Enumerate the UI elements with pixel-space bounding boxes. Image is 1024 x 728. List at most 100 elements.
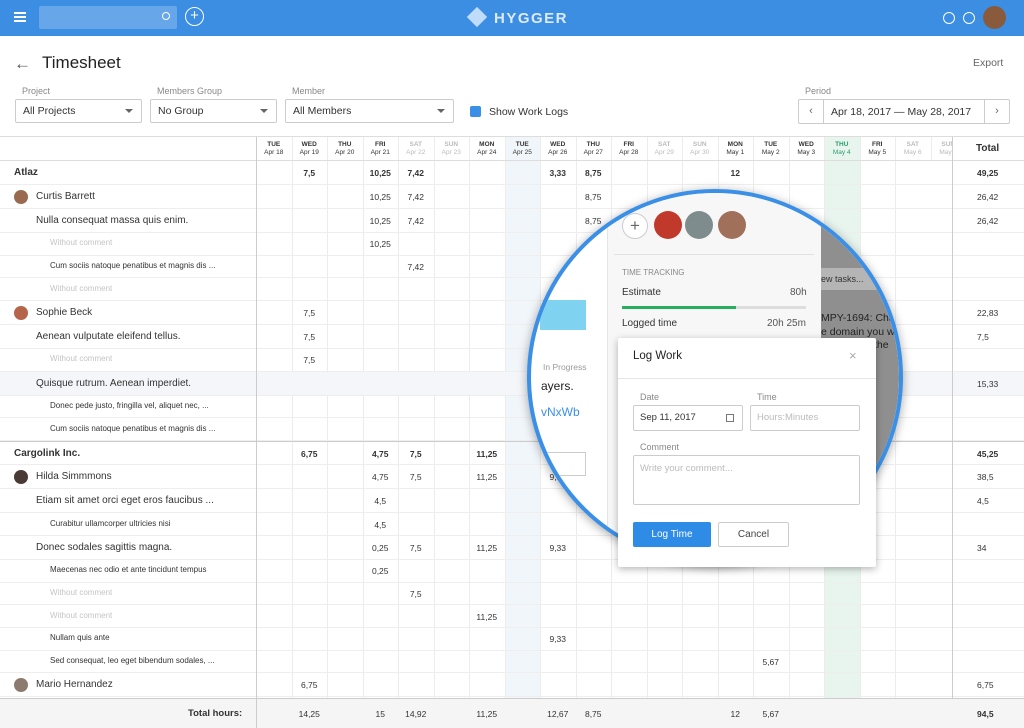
table-row: Without comment 7,5 (0, 349, 1024, 372)
row-total: 4,5 (977, 496, 989, 507)
export-link[interactable]: Export (973, 57, 1004, 69)
date: May 7 (939, 149, 958, 156)
group-select[interactable]: No Group (150, 99, 277, 123)
column-header: FRI May 5 (860, 141, 896, 157)
date: May 6 (903, 149, 922, 156)
column-header: FRI Apr 28 (611, 141, 647, 157)
hours-cell: 7,42 (407, 216, 425, 226)
date: Apr 25 (512, 149, 532, 156)
total-row: Total hours: 14,25 15 14,92 11,25 12,67 8,75 12… (0, 698, 1024, 728)
row-label: Without comment (50, 610, 113, 620)
divider (614, 254, 814, 255)
row-label: Without comment (50, 587, 113, 597)
row-label: Donec pede justo, fringilla vel, aliquet… (50, 401, 209, 411)
cancel-button[interactable]: Cancel (718, 522, 789, 547)
clock-icon[interactable] (943, 12, 955, 24)
date: Apr 28 (619, 149, 639, 156)
column-header: WED Apr 19 (292, 141, 328, 157)
table-row: Nulla consequat massa quis enim. 10,25 7,4… (0, 209, 1024, 233)
status: In Progress (543, 362, 587, 372)
checkbox[interactable] (470, 106, 481, 117)
add-button[interactable]: + (185, 7, 204, 26)
date: Apr 26 (548, 149, 568, 156)
row-label: Etiam sit amet orci eget eros faucibus .… (36, 495, 214, 507)
top-bar: + HYGGER (0, 0, 1024, 36)
comment-input[interactable]: Write your comment... (633, 455, 860, 505)
row-label: Cargolink Inc. (14, 448, 81, 460)
date: May 4 (832, 149, 851, 156)
column-header: SUN Apr 23 (434, 141, 470, 157)
hours-cell: 7,42 (407, 262, 425, 273)
close-button[interactable]: × (849, 348, 857, 363)
total-header (953, 137, 1024, 160)
column-header: WED May 3 (789, 141, 825, 157)
column-header: WED Apr 26 (540, 141, 576, 157)
project-select[interactable]: All Projects (15, 99, 142, 123)
row-total: 26,42 (977, 192, 999, 202)
add-member[interactable]: + (622, 213, 648, 239)
hours-cell: 11,25 (476, 611, 498, 622)
hours-cell: 11,25 (476, 709, 498, 719)
avatar (14, 190, 28, 204)
day: FRI (375, 141, 386, 148)
date: May 1 (726, 149, 745, 156)
hours-cell: 14,92 (405, 709, 427, 719)
date-input[interactable]: Sep 11, 2017 (633, 405, 743, 431)
date: Apr 20 (335, 149, 355, 156)
column-header: SUN Apr 30 (682, 141, 718, 157)
hours-cell: 7,5 (409, 588, 422, 599)
field-label: Date (640, 392, 660, 402)
table-row: Curabitur ullamcorper ultricies nisi 4,5 (0, 513, 1024, 536)
hours-cell: 4,75 (371, 449, 389, 460)
column-header: THU May 4 (824, 141, 860, 157)
info-icon[interactable] (963, 12, 975, 24)
total-label: Total hours: (188, 708, 243, 719)
row-label: Curabitur ullamcorper ultricies nisi (50, 518, 171, 528)
hours-cell: 4,75 (371, 472, 389, 483)
table-row: Etiam sit amet orci eget eros faucibus .… (0, 489, 1024, 514)
menu-icon[interactable] (14, 12, 26, 22)
header-line (0, 160, 1024, 161)
left-border (256, 137, 257, 728)
back-arrow[interactable]: ← (14, 54, 31, 73)
day: SUN (941, 141, 956, 148)
avatar[interactable] (983, 6, 1006, 29)
day: THU (338, 141, 352, 148)
date: Apr 29 (654, 149, 674, 156)
row-label: Sed consequat, leo eget bibendum sodales… (50, 656, 215, 666)
row-label: Donec sodales sagittis magna. (36, 541, 173, 553)
date: May 2 (761, 149, 780, 156)
member-select[interactable]: All Members (285, 99, 454, 123)
row-label: Without comment (50, 354, 113, 364)
fragment: the (874, 339, 889, 351)
day: SUN (444, 141, 459, 148)
column-line (469, 137, 470, 728)
hours-cell: 7,5 (409, 542, 422, 553)
column-highlight (504, 137, 540, 728)
row-label: Maecenas nec odio et ante tincidunt temp… (50, 565, 207, 575)
row-total: 6,75 (977, 680, 994, 691)
hours-cell: 7,5 (409, 472, 422, 483)
hours-cell: 11,25 (476, 542, 498, 553)
period-picker[interactable]: ‹ Apr 18, 2017 — May 28, 2017 › (798, 99, 1010, 124)
hours-cell: 7,5 (303, 355, 316, 366)
column-line (398, 137, 399, 728)
page-title: Timesheet (42, 53, 121, 72)
fragment: ew tasks... (821, 274, 864, 284)
search-box[interactable] (39, 6, 177, 29)
filter-label: Member (292, 86, 326, 96)
hours-cell: 8,75 (584, 192, 602, 202)
row-label: Atlaz (14, 167, 38, 178)
calendar-icon[interactable] (726, 414, 734, 422)
date: Apr 21 (370, 149, 390, 156)
time-input[interactable]: Hours:Minutes (750, 405, 860, 431)
row-total: 34 (977, 542, 987, 553)
hours-cell: 8,75 (584, 168, 602, 178)
row-label: Curtis Barrett (36, 191, 95, 202)
field-label: Time (757, 392, 777, 402)
date: Apr 24 (477, 149, 497, 156)
day: TUE (267, 141, 281, 148)
log-time-button[interactable]: Log Time (633, 522, 711, 547)
hours-cell: 10,25 (369, 168, 391, 178)
